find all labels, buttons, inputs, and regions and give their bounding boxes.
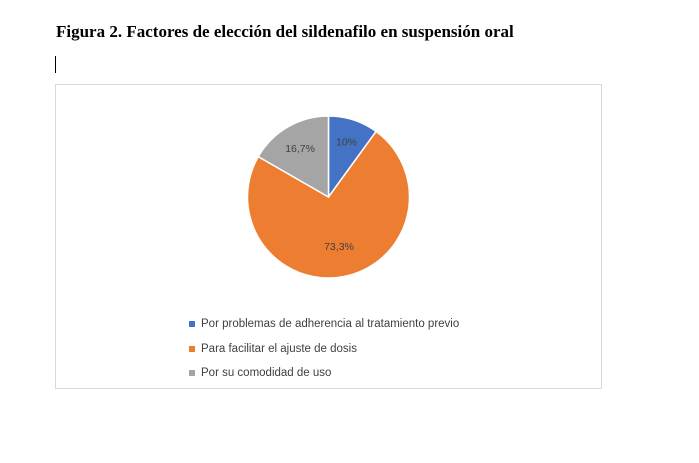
slice-data-label: 73,3% bbox=[324, 241, 354, 253]
legend-swatch bbox=[189, 345, 195, 352]
legend-swatch bbox=[189, 370, 195, 377]
slice-data-label: 10% bbox=[336, 137, 357, 149]
pie-chart: 10% 73,3% 16,7% bbox=[246, 115, 411, 279]
legend-item: Por problemas de adherencia al tratamien… bbox=[189, 312, 459, 337]
slice-data-label: 16,7% bbox=[285, 143, 315, 155]
legend-item: Por su comodidad de uso bbox=[189, 361, 459, 386]
legend-swatch bbox=[189, 321, 195, 328]
chart-legend: Por problemas de adherencia al tratamien… bbox=[189, 312, 459, 386]
legend-label: Por problemas de adherencia al tratamien… bbox=[201, 318, 460, 331]
legend-item: Para facilitar el ajuste de dosis bbox=[189, 337, 459, 362]
figure-title: Figura 2. Factores de elección del silde… bbox=[56, 22, 514, 41]
pie-slice bbox=[257, 115, 330, 199]
text-cursor bbox=[55, 56, 56, 73]
chart-area: 10% 73,3% 16,7% Por problemas de adherenci… bbox=[55, 84, 602, 389]
pie-slice bbox=[246, 130, 411, 279]
legend-label: Para facilitar el ajuste de dosis bbox=[201, 342, 357, 355]
legend-label: Por su comodidad de uso bbox=[201, 367, 332, 380]
